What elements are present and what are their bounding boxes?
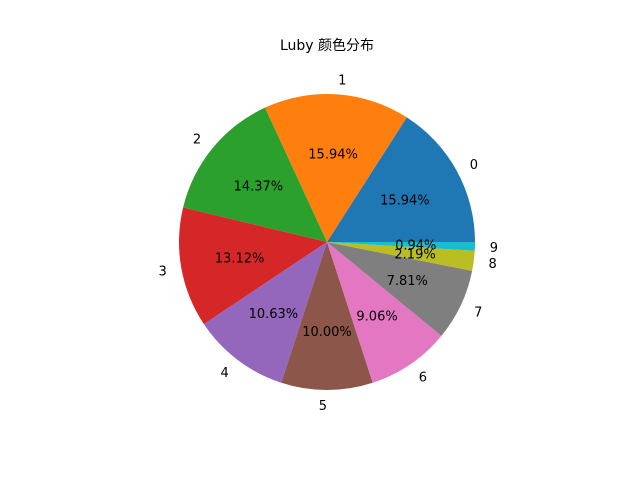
pie-slice-0: [327, 117, 475, 242]
slice-label-6: 6: [419, 370, 427, 385]
pie-slice-7: [327, 242, 473, 336]
slice-percent-3: 13.12%: [215, 252, 265, 267]
pie-slice-3: [178, 207, 327, 325]
slice-percent-9: 0.94%: [395, 239, 436, 254]
slice-percent-8: 2.19%: [394, 247, 435, 262]
pie-slices: [178, 93, 475, 391]
slice-label-1: 1: [338, 74, 346, 89]
slice-label-5: 5: [319, 399, 327, 414]
pie-slice-1: [264, 93, 407, 242]
pie-slice-8: [327, 242, 475, 271]
chart-title: Luby 颜色分布: [280, 37, 374, 54]
pie-slice-2: [183, 107, 327, 242]
slice-label-8: 8: [488, 257, 496, 272]
slice-category-labels: 0 1 2 3 4 5 6 7 89: [158, 74, 498, 414]
slice-percent-6: 9.06%: [356, 309, 397, 324]
slice-percent-2: 14.37%: [234, 180, 284, 195]
pie-slice-5: [281, 242, 373, 391]
pie-slice-4: [203, 242, 327, 383]
slice-percent-0: 15.94%: [380, 193, 430, 208]
slice-label-7: 7: [474, 306, 482, 321]
slice-label-9: 9: [490, 241, 498, 256]
slice-label-2: 2: [193, 133, 201, 148]
slice-label-3: 3: [158, 265, 166, 280]
slice-percent-1: 15.94%: [308, 147, 358, 162]
pie-slice-6: [327, 242, 442, 383]
slice-label-0: 0: [470, 158, 478, 173]
pie-slice-9: [327, 242, 475, 251]
slice-label-4: 4: [220, 366, 228, 381]
slice-percent-5: 10.00%: [302, 325, 352, 340]
slice-percent-7: 7.81%: [387, 274, 428, 289]
slice-percent-labels: 15.94% 15.94% 14.37% 13.12% 10.63%10.00% 9.06…: [215, 147, 437, 339]
slice-percent-4: 10.63%: [249, 307, 299, 322]
